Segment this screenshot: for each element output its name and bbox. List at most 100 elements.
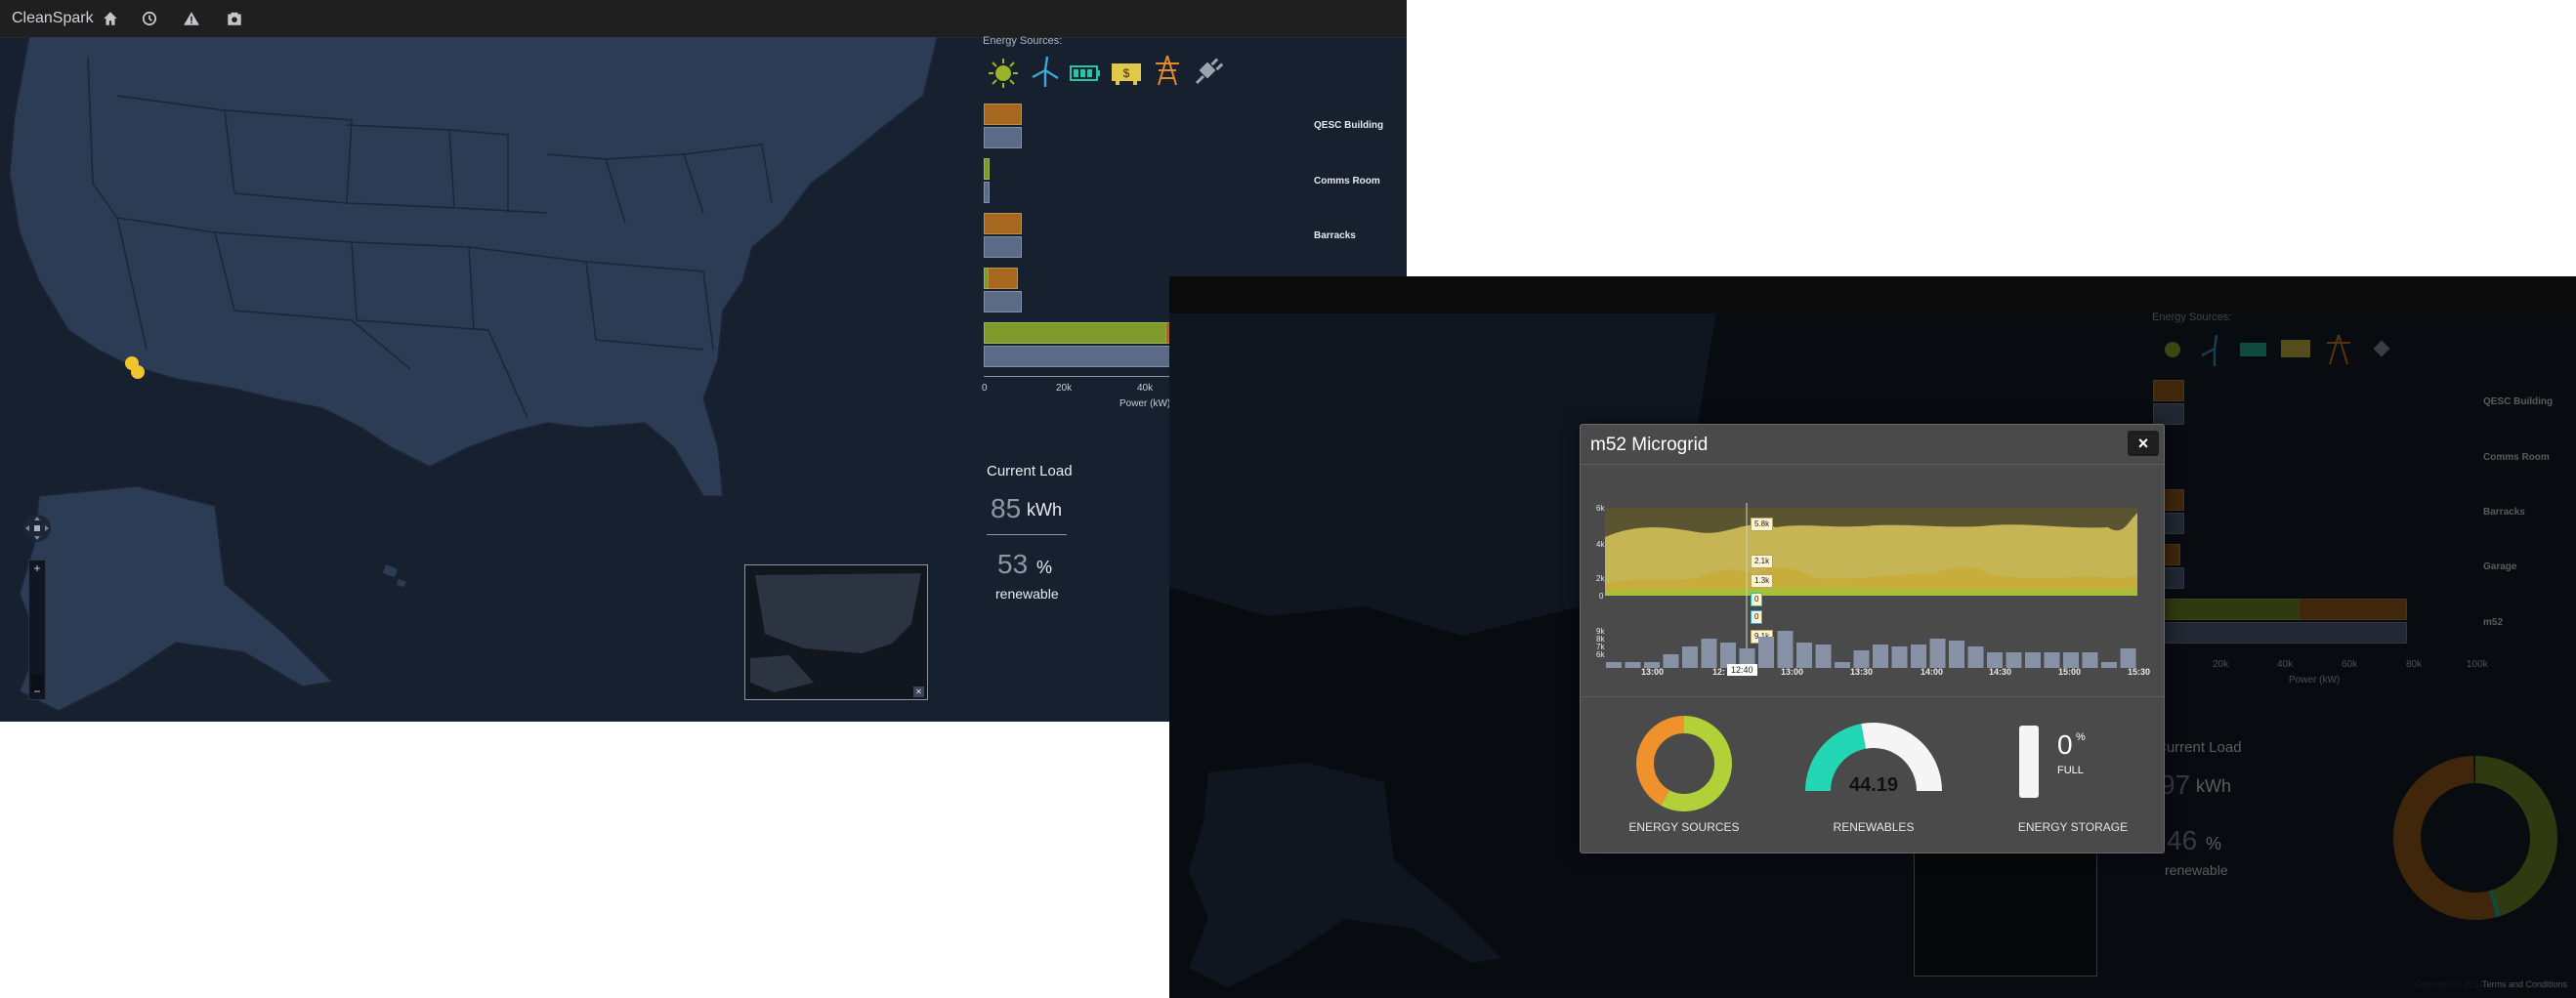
bar-load[interactable] [984, 291, 1023, 312]
y-tick: 4k [1596, 540, 1605, 549]
energy-storage-label: ENERGY STORAGE [2017, 820, 2129, 834]
load-bar [2044, 652, 2060, 668]
load-bar [1929, 639, 1946, 668]
tooltip-wind: 0 [1751, 610, 1763, 624]
load-y-tick: 6k [1596, 650, 1605, 659]
x-time-tick: 14:00 [1921, 667, 1944, 677]
load-bar [1625, 662, 1641, 668]
bar-solar[interactable] [984, 322, 1168, 344]
wind-turbine-icon[interactable] [1028, 55, 1061, 88]
renewable-label: renewable [995, 586, 1059, 602]
current-load-unit: kWh [1027, 500, 1062, 520]
bar-load[interactable] [984, 127, 1023, 148]
renewables-gauge[interactable] [1802, 715, 1945, 803]
load-bar [1853, 650, 1870, 668]
home-icon[interactable] [102, 10, 119, 27]
storage-value: 0 [2057, 729, 2073, 760]
load-bar [2120, 648, 2136, 668]
load-bar [1949, 641, 1964, 668]
renewables-fill [1805, 724, 1867, 791]
renewables-label: RENEWABLES [1833, 820, 1915, 834]
plug-icon[interactable] [1192, 55, 1225, 88]
renewables-remaining [1861, 723, 1942, 791]
x-time-tick: 13:00 [1781, 667, 1804, 677]
load-bar [2006, 652, 2022, 668]
hawaii [383, 564, 406, 587]
x-tick: 20k [1056, 383, 1073, 394]
sun-icon[interactable] [987, 57, 1020, 90]
site-label-barracks[interactable]: Barracks [1314, 230, 1356, 241]
current-load-title: Current Load [987, 463, 1073, 479]
load-bar [1663, 654, 1679, 668]
tooltip-solar: 1.3k [1751, 574, 1774, 588]
bar-load[interactable] [984, 182, 991, 203]
history-icon[interactable] [141, 10, 158, 27]
storage-state: FULL [2057, 765, 2084, 776]
energy-storage-gauge[interactable] [2019, 726, 2039, 798]
brand-logo[interactable]: CleanSpark [12, 10, 94, 26]
bar-load[interactable] [984, 236, 1023, 258]
load-bar [1682, 646, 1698, 668]
load-bar [1873, 645, 1888, 668]
us-map[interactable] [0, 37, 1407, 722]
bar-utility[interactable] [984, 213, 1023, 234]
x-time-tick: 12: [1712, 667, 1726, 677]
zoom-handle[interactable] [31, 674, 43, 691]
load-bar [1758, 637, 1774, 668]
y-tick: 6k [1596, 504, 1605, 513]
modal-header-divider [1581, 464, 2164, 465]
power-area-chart[interactable]: 6k 4k 2k 0 5.8k 2.1k 1.3k 0 0 9.1k 9k 8k… [1581, 469, 2164, 732]
x-time-tick: 15:00 [2058, 667, 2082, 677]
tooltip-storage: 0 [1751, 593, 1763, 606]
energy-sources-gauge[interactable] [1635, 715, 1733, 812]
load-bar [1777, 631, 1794, 668]
load-divider [987, 534, 1067, 535]
bar-solar[interactable] [984, 158, 991, 180]
x-time-tick: 15:30 [2128, 667, 2151, 677]
energy-sources-title: Energy Sources: [983, 35, 1063, 47]
renewables-value: 44.19 [1848, 774, 1899, 796]
battery-icon[interactable] [1069, 57, 1102, 90]
load-y-tick: 7k [1596, 643, 1605, 651]
current-load-value: 85 [991, 493, 1022, 523]
selected-time[interactable]: 12:40 [1727, 664, 1757, 676]
site-marker-2[interactable] [131, 365, 145, 379]
svg-text:$: $ [1123, 66, 1130, 80]
tooltip-load: 5.8k [1751, 518, 1774, 531]
x-time-tick: 13:30 [1850, 667, 1874, 677]
y-tick: 0 [1599, 592, 1604, 601]
load-bar [1739, 648, 1755, 668]
load-bar [1815, 645, 1832, 668]
x-time-tick: 13:00 [1641, 667, 1665, 677]
bar-utility[interactable] [988, 268, 1019, 289]
zoom-slider[interactable]: + − [28, 560, 46, 700]
load-bar [1967, 646, 1984, 668]
bar-utility[interactable] [984, 104, 1023, 125]
state-borders [87, 56, 773, 419]
camera-icon[interactable] [226, 10, 243, 27]
energy-sources-label: ENERGY SOURCES [1628, 820, 1740, 834]
load-bar [1796, 643, 1812, 668]
map-pan-control[interactable] [20, 511, 55, 546]
zoom-in-button[interactable]: + [33, 561, 41, 575]
load-bar [1720, 643, 1736, 668]
zoom-out-button[interactable]: − [33, 685, 41, 698]
microgrid-modal: m52 Microgrid × 6k 4k 2k 0 5.8k 2.1k 1.3… [1580, 424, 2165, 853]
storage-unit: % [2076, 731, 2086, 743]
load-bar [2025, 652, 2041, 668]
modal-title: m52 Microgrid [1590, 435, 1709, 455]
generator-icon[interactable]: $ [1110, 57, 1143, 90]
close-button[interactable]: × [2128, 431, 2159, 456]
sources-slice-utility [1636, 716, 1732, 811]
modal-chart-divider [1581, 696, 2164, 697]
load-y-tick: 8k [1596, 635, 1605, 644]
overview-map[interactable]: ✕ [744, 564, 928, 700]
load-bar-chart [1606, 631, 2136, 668]
site-label-qesc[interactable]: QESC Building [1314, 120, 1384, 131]
site-label-comms[interactable]: Comms Room [1314, 176, 1380, 187]
overview-toggle-button[interactable]: ✕ [913, 686, 924, 697]
utility-tower-icon[interactable] [1151, 54, 1184, 87]
alert-icon[interactable] [183, 10, 200, 27]
solar-area [1605, 587, 2137, 596]
top-navbar: CleanSpark [0, 0, 1407, 38]
